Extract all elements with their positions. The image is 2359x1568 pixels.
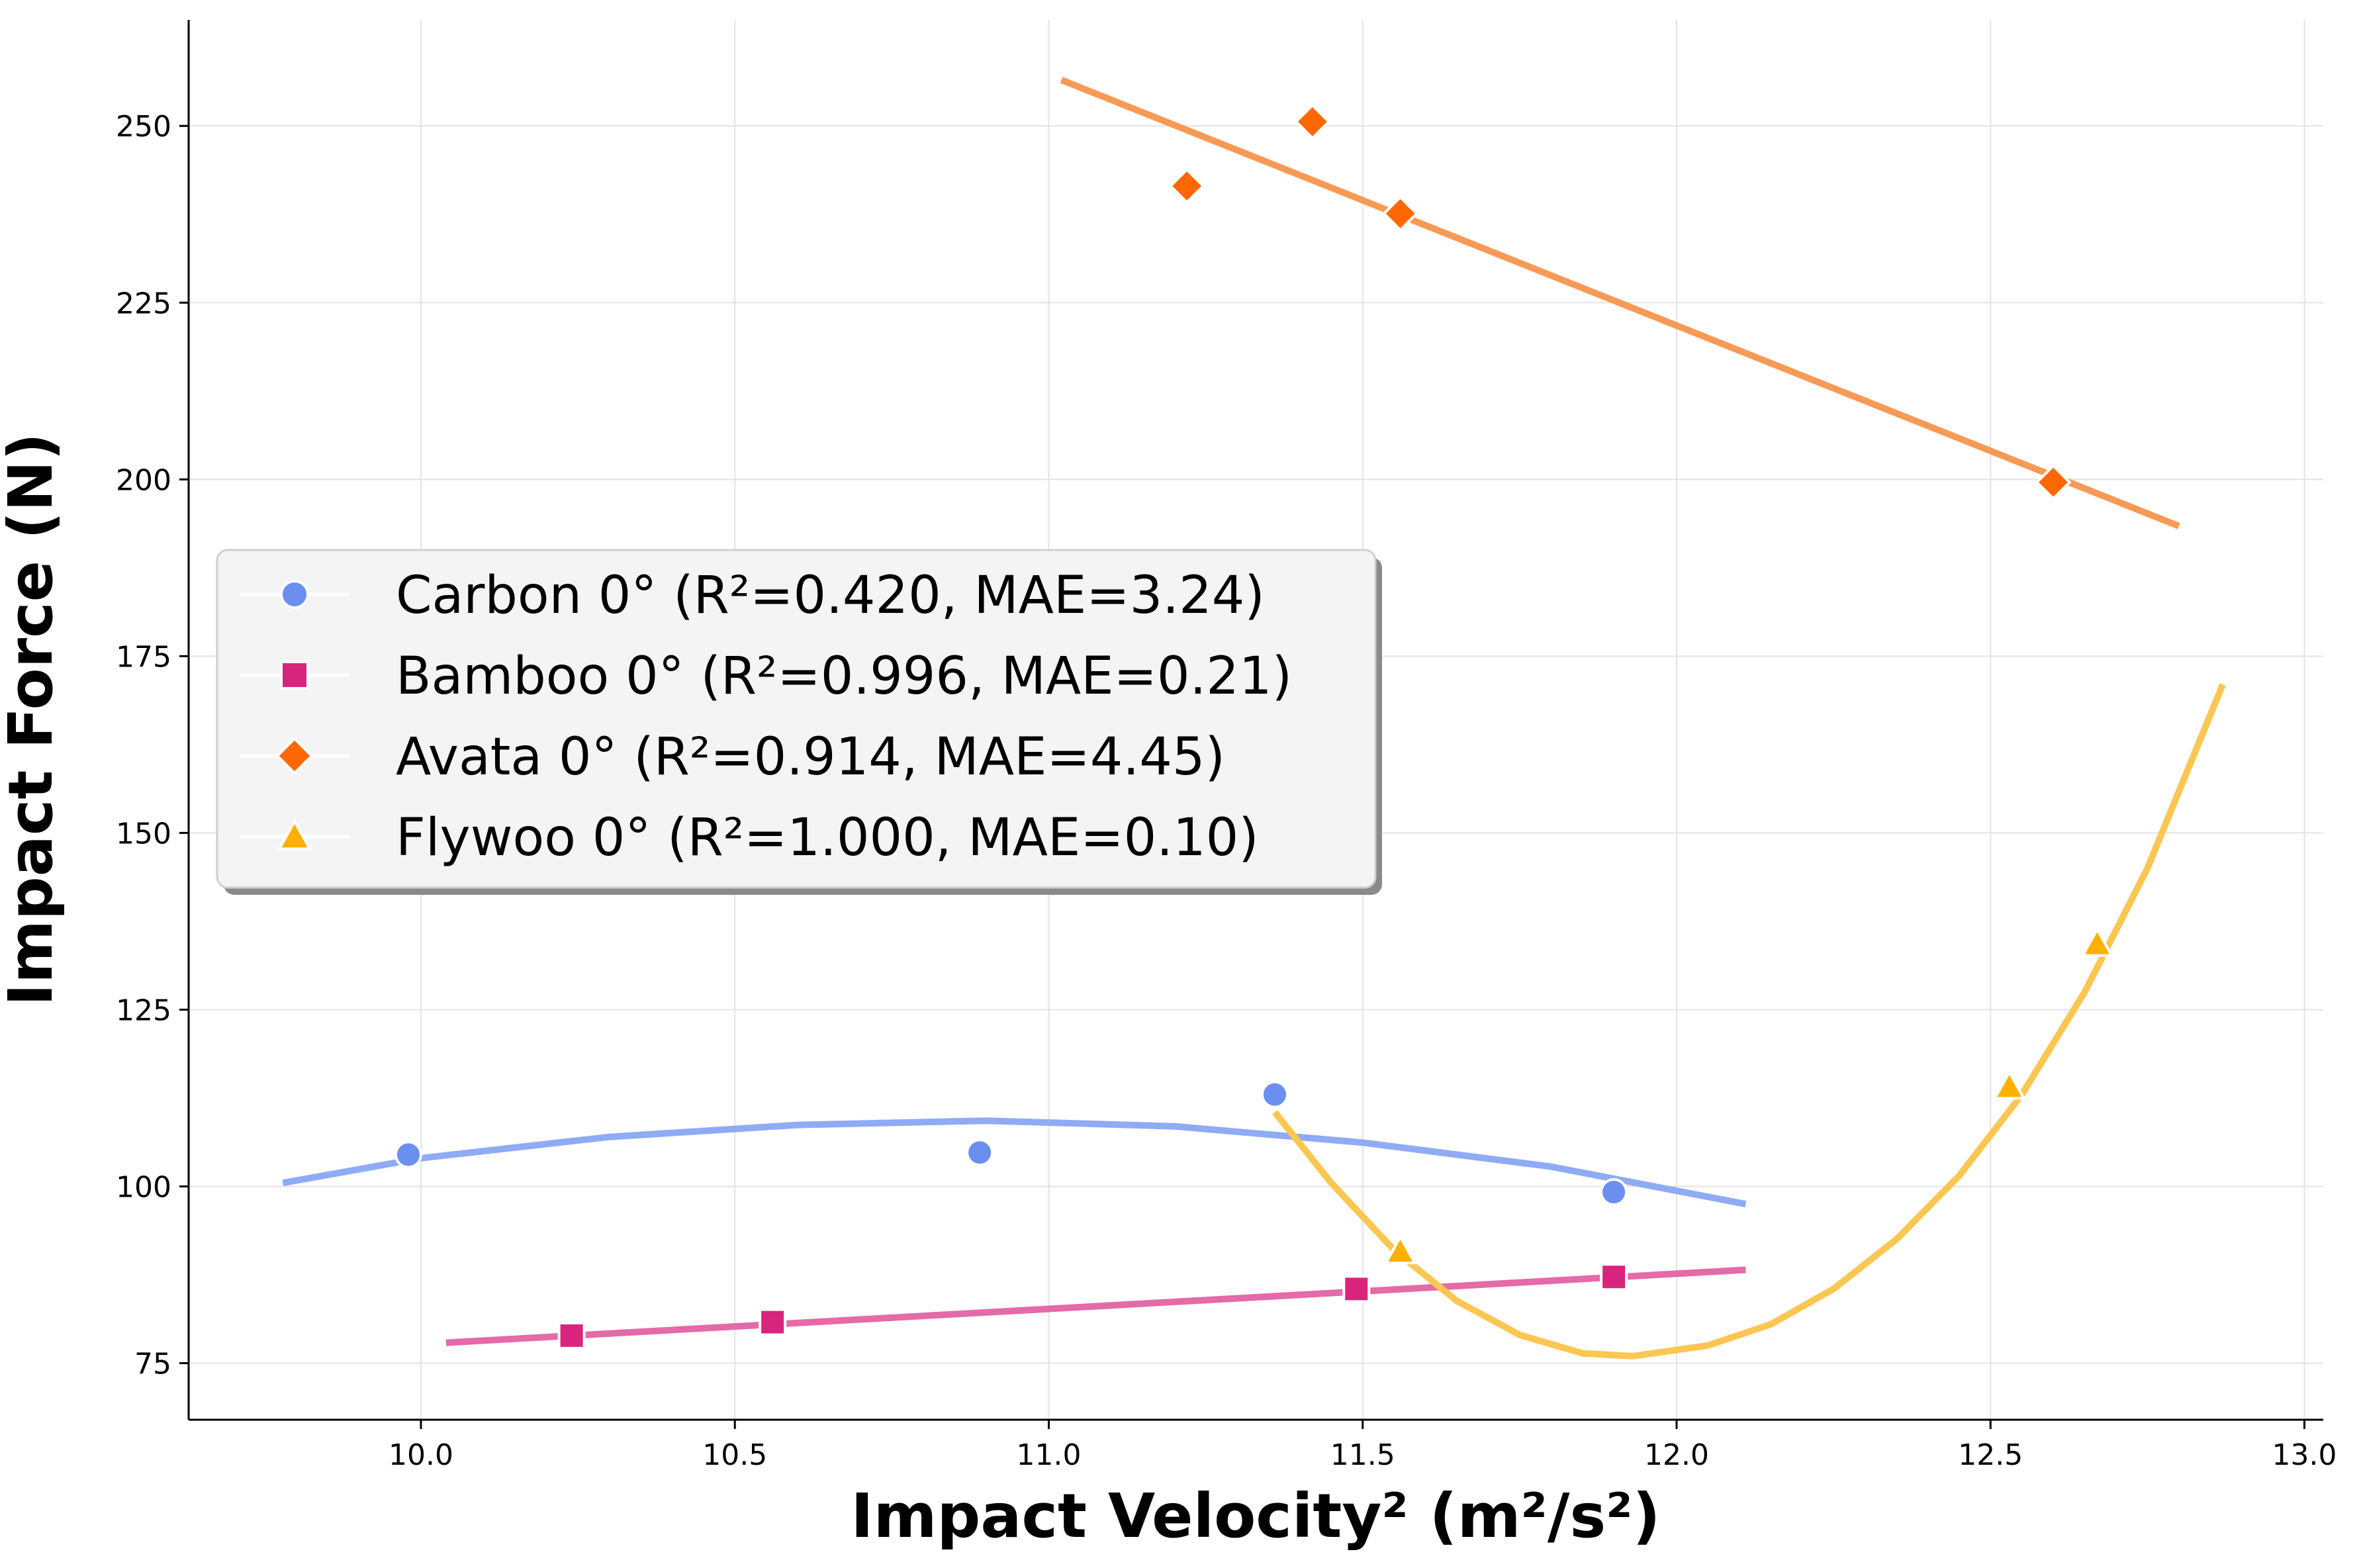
y-tick-label: 125 <box>116 993 171 1027</box>
carbon-fit-line <box>282 1117 1747 1208</box>
avata-point <box>1168 167 1205 205</box>
x-tick-label: 10.5 <box>702 1438 767 1472</box>
x-tick-label: 11.5 <box>1330 1438 1395 1472</box>
carbon-point <box>1600 1178 1628 1207</box>
bamboo-legend-label: Bamboo 0° (R²=0.996, MAE=0.21) <box>396 647 1292 706</box>
flywoo-point <box>2080 927 2114 957</box>
legend: Carbon 0° (R²=0.420, MAE=3.24) Bamboo 0° … <box>216 549 1382 895</box>
flywoo-legend-label: Flywoo 0° (R²=1.000, MAE=0.10) <box>396 808 1259 868</box>
carbon-point <box>1260 1080 1289 1109</box>
avata-legend-marker <box>275 737 314 775</box>
bamboo-legend-marker <box>280 661 309 690</box>
carbon-legend-label: Carbon 0° (R²=0.420, MAE=3.24) <box>396 566 1265 625</box>
avata-legend-label: Avata 0° (R²=0.914, MAE=4.45) <box>396 727 1225 787</box>
fit-lines <box>282 77 2226 1360</box>
y-axis-title: Impact Force (N) <box>0 433 66 1006</box>
data-points <box>394 103 2114 1350</box>
carbon-point <box>394 1140 422 1169</box>
x-tick-label: 12.0 <box>1644 1438 1709 1472</box>
y-tick-label: 250 <box>116 110 171 144</box>
x-tick-label: 12.5 <box>1958 1438 2023 1472</box>
x-ticks: 10.0 10.5 11.0 11.5 12.0 12.5 13.0 <box>389 1420 2337 1472</box>
y-tick-label: 200 <box>116 463 171 497</box>
x-axis-title: Impact Velocity² (m²/s²) <box>851 1481 1660 1551</box>
x-tick-label: 13.0 <box>2272 1438 2337 1472</box>
carbon-legend-marker <box>280 580 309 609</box>
avata-fit-line <box>1060 77 2180 530</box>
flywoo-fit-line <box>1272 683 2226 1360</box>
y-tick-label: 100 <box>116 1171 171 1205</box>
flywoo-legend-marker <box>277 818 312 851</box>
flywoo-point <box>1992 1069 2026 1100</box>
avata-point <box>1382 195 1419 232</box>
y-ticks: 75 100 125 150 175 200 225 250 <box>116 110 189 1381</box>
y-tick-label: 225 <box>116 287 171 320</box>
y-tick-label: 75 <box>134 1348 171 1381</box>
bamboo-point <box>759 1308 787 1336</box>
bamboo-fit-line <box>445 1266 1746 1346</box>
x-tick-label: 10.0 <box>389 1438 453 1472</box>
legend-entries: Carbon 0° (R²=0.420, MAE=3.24) Bamboo 0° … <box>240 566 1292 868</box>
y-tick-label: 150 <box>116 817 171 851</box>
carbon-point <box>966 1138 994 1167</box>
bamboo-point <box>557 1321 586 1350</box>
avata-point <box>1294 103 1331 140</box>
y-tick-label: 175 <box>116 640 171 674</box>
bamboo-point <box>1342 1275 1371 1303</box>
x-tick-label: 11.0 <box>1017 1438 1082 1472</box>
avata-point <box>2035 464 2072 501</box>
legend-box <box>216 549 1377 889</box>
bamboo-point <box>1600 1263 1628 1291</box>
flywoo-point <box>1383 1234 1417 1265</box>
